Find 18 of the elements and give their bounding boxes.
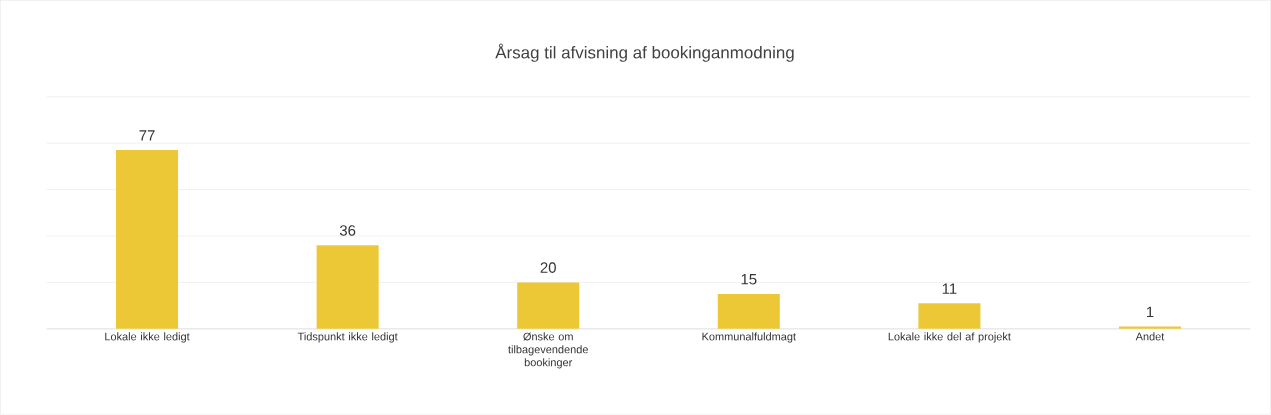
- bar: [116, 150, 179, 330]
- bar: [517, 282, 580, 330]
- x-tick-label: Lokale ikke del af projekt: [888, 332, 1011, 343]
- x-tick-label: Lokale ikke ledigt: [105, 332, 190, 343]
- data-label: 77: [139, 130, 155, 141]
- x-tick-label: Tidspunkt ikke ledigt: [297, 332, 398, 343]
- bar: [717, 294, 780, 330]
- data-label: 1: [1146, 306, 1154, 318]
- bar: [316, 245, 379, 330]
- x-tick-label: Andet: [1135, 332, 1165, 341]
- x-tick-label: Kommunalfuldmagt: [702, 332, 796, 343]
- data-label: 36: [339, 225, 356, 236]
- data-label: 15: [741, 274, 757, 285]
- bar: [918, 303, 981, 330]
- chart-title: Årsag til afvisning af bookinganmodning: [495, 43, 794, 63]
- x-tick-label: Ønske om tilbagevendende bookinger: [508, 332, 588, 369]
- data-label: 20: [540, 262, 556, 274]
- data-label: 11: [942, 283, 957, 294]
